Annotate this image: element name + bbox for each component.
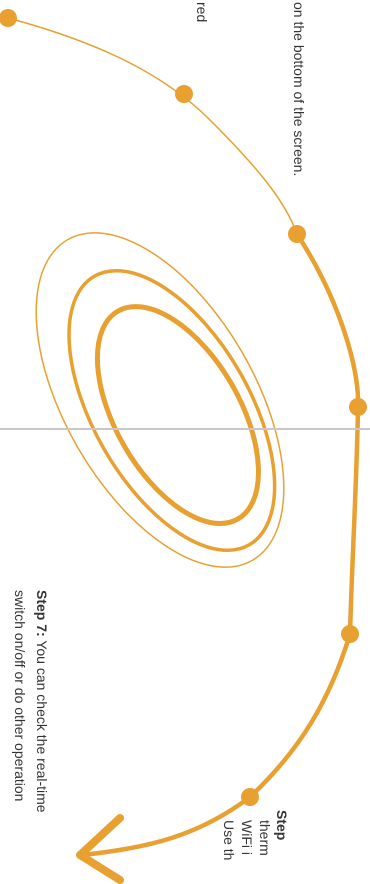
arc-node-5 [341,625,359,643]
arrow-head [76,814,124,884]
step7-label: Step 7: [34,590,50,637]
step7-line1: Step 7: You can check the real-time [33,590,50,813]
therm-text: therm [257,820,273,856]
red-text: red [194,2,210,23]
arc-node-6 [241,788,259,806]
arc-node-2 [175,85,193,103]
main-arc-thick [79,231,361,858]
arc-node-1 [0,9,17,27]
screen-bottom-text: on the bottom of the screen. [291,2,307,177]
use-text: Use th [221,820,237,861]
arc-node-4 [349,398,367,416]
arc-node-3 [288,225,306,243]
step7-line2: switch on/off or do other operation [12,590,28,802]
step7-text: You can check the real-time [34,636,50,813]
spiral-ring-inner [94,304,261,527]
main-arc-thin [7,17,298,235]
horizontal-divider [0,428,370,430]
step-partial-label: Step [274,810,290,841]
wifi-text: WiFi i [239,820,255,855]
spiral-ring-outer [35,232,285,568]
spiral-ring-middle [67,268,277,553]
